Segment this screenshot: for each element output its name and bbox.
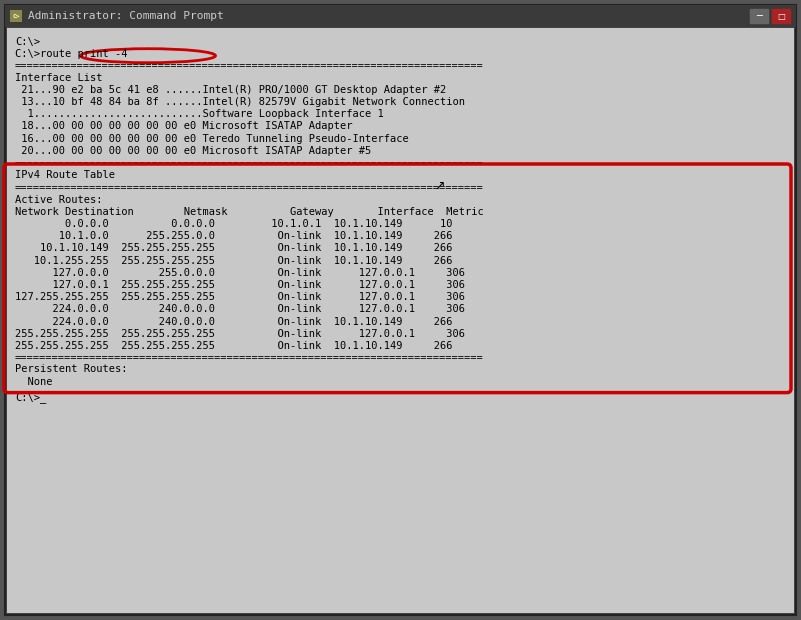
- Text: ↗: ↗: [435, 180, 445, 193]
- FancyBboxPatch shape: [750, 9, 768, 23]
- FancyBboxPatch shape: [5, 5, 796, 615]
- Text: 13...10 bf 48 84 ba 8f ......Intel(R) 82579V Gigabit Network Connection: 13...10 bf 48 84 ba 8f ......Intel(R) 82…: [15, 97, 465, 107]
- Text: 0.0.0.0          0.0.0.0         10.1.0.1  10.1.10.149      10: 0.0.0.0 0.0.0.0 10.1.0.1 10.1.10.149 10: [15, 219, 453, 229]
- FancyBboxPatch shape: [5, 5, 796, 27]
- Text: ===========================================================================: ========================================…: [15, 61, 484, 71]
- Text: 255.255.255.255  255.255.255.255          On-link  10.1.10.149     266: 255.255.255.255 255.255.255.255 On-link …: [15, 341, 453, 351]
- Text: □: □: [777, 12, 785, 20]
- Text: ─: ─: [756, 11, 762, 21]
- Text: 10.1.10.149  255.255.255.255          On-link  10.1.10.149     266: 10.1.10.149 255.255.255.255 On-link 10.1…: [15, 244, 453, 254]
- Text: 10.1.255.255  255.255.255.255          On-link  10.1.10.149     266: 10.1.255.255 255.255.255.255 On-link 10.…: [15, 255, 453, 265]
- Text: C:\>route print -4: C:\>route print -4: [15, 49, 127, 59]
- Text: 127.0.0.1  255.255.255.255          On-link      127.0.0.1     306: 127.0.0.1 255.255.255.255 On-link 127.0.…: [15, 280, 465, 290]
- Text: Interface List: Interface List: [15, 73, 103, 82]
- Text: 224.0.0.0        240.0.0.0          On-link  10.1.10.149     266: 224.0.0.0 240.0.0.0 On-link 10.1.10.149 …: [15, 317, 453, 327]
- Text: C:\>_: C:\>_: [15, 392, 46, 403]
- Text: C:\>: C:\>: [15, 37, 40, 47]
- FancyBboxPatch shape: [10, 10, 22, 22]
- Text: 16...00 00 00 00 00 00 00 e0 Teredo Tunneling Pseudo-Interface: 16...00 00 00 00 00 00 00 e0 Teredo Tunn…: [15, 133, 409, 144]
- Text: ===========================================================================: ========================================…: [15, 159, 484, 169]
- Text: Active Routes:: Active Routes:: [15, 195, 103, 205]
- Text: 1...........................Software Loopback Interface 1: 1...........................Software Loo…: [15, 109, 384, 119]
- Text: 255.255.255.255  255.255.255.255          On-link      127.0.0.1     306: 255.255.255.255 255.255.255.255 On-link …: [15, 329, 465, 339]
- Text: 127.255.255.255  255.255.255.255          On-link      127.0.0.1     306: 127.255.255.255 255.255.255.255 On-link …: [15, 292, 465, 302]
- Text: Persistent Routes:: Persistent Routes:: [15, 365, 127, 374]
- Text: IPv4 Route Table: IPv4 Route Table: [15, 170, 115, 180]
- Text: 127.0.0.0        255.0.0.0          On-link      127.0.0.1     306: 127.0.0.0 255.0.0.0 On-link 127.0.0.1 30…: [15, 268, 465, 278]
- Text: 10.1.0.0      255.255.0.0          On-link  10.1.10.149     266: 10.1.0.0 255.255.0.0 On-link 10.1.10.149…: [15, 231, 453, 241]
- Text: Network Destination        Netmask          Gateway       Interface  Metric: Network Destination Netmask Gateway Inte…: [15, 207, 484, 217]
- Text: 18...00 00 00 00 00 00 00 e0 Microsoft ISATAP Adapter: 18...00 00 00 00 00 00 00 e0 Microsoft I…: [15, 122, 352, 131]
- Text: ===========================================================================: ========================================…: [15, 353, 484, 363]
- Text: C>: C>: [12, 14, 20, 19]
- Text: 21...90 e2 ba 5c 41 e8 ......Intel(R) PRO/1000 GT Desktop Adapter #2: 21...90 e2 ba 5c 41 e8 ......Intel(R) PR…: [15, 85, 446, 95]
- FancyBboxPatch shape: [772, 9, 790, 23]
- FancyBboxPatch shape: [7, 28, 794, 613]
- Text: None: None: [15, 376, 53, 387]
- Text: 20...00 00 00 00 00 00 00 e0 Microsoft ISATAP Adapter #5: 20...00 00 00 00 00 00 00 e0 Microsoft I…: [15, 146, 371, 156]
- Text: 224.0.0.0        240.0.0.0          On-link      127.0.0.1     306: 224.0.0.0 240.0.0.0 On-link 127.0.0.1 30…: [15, 304, 465, 314]
- Text: Administrator: Command Prompt: Administrator: Command Prompt: [28, 11, 223, 21]
- Text: ===========================================================================: ========================================…: [15, 184, 484, 193]
